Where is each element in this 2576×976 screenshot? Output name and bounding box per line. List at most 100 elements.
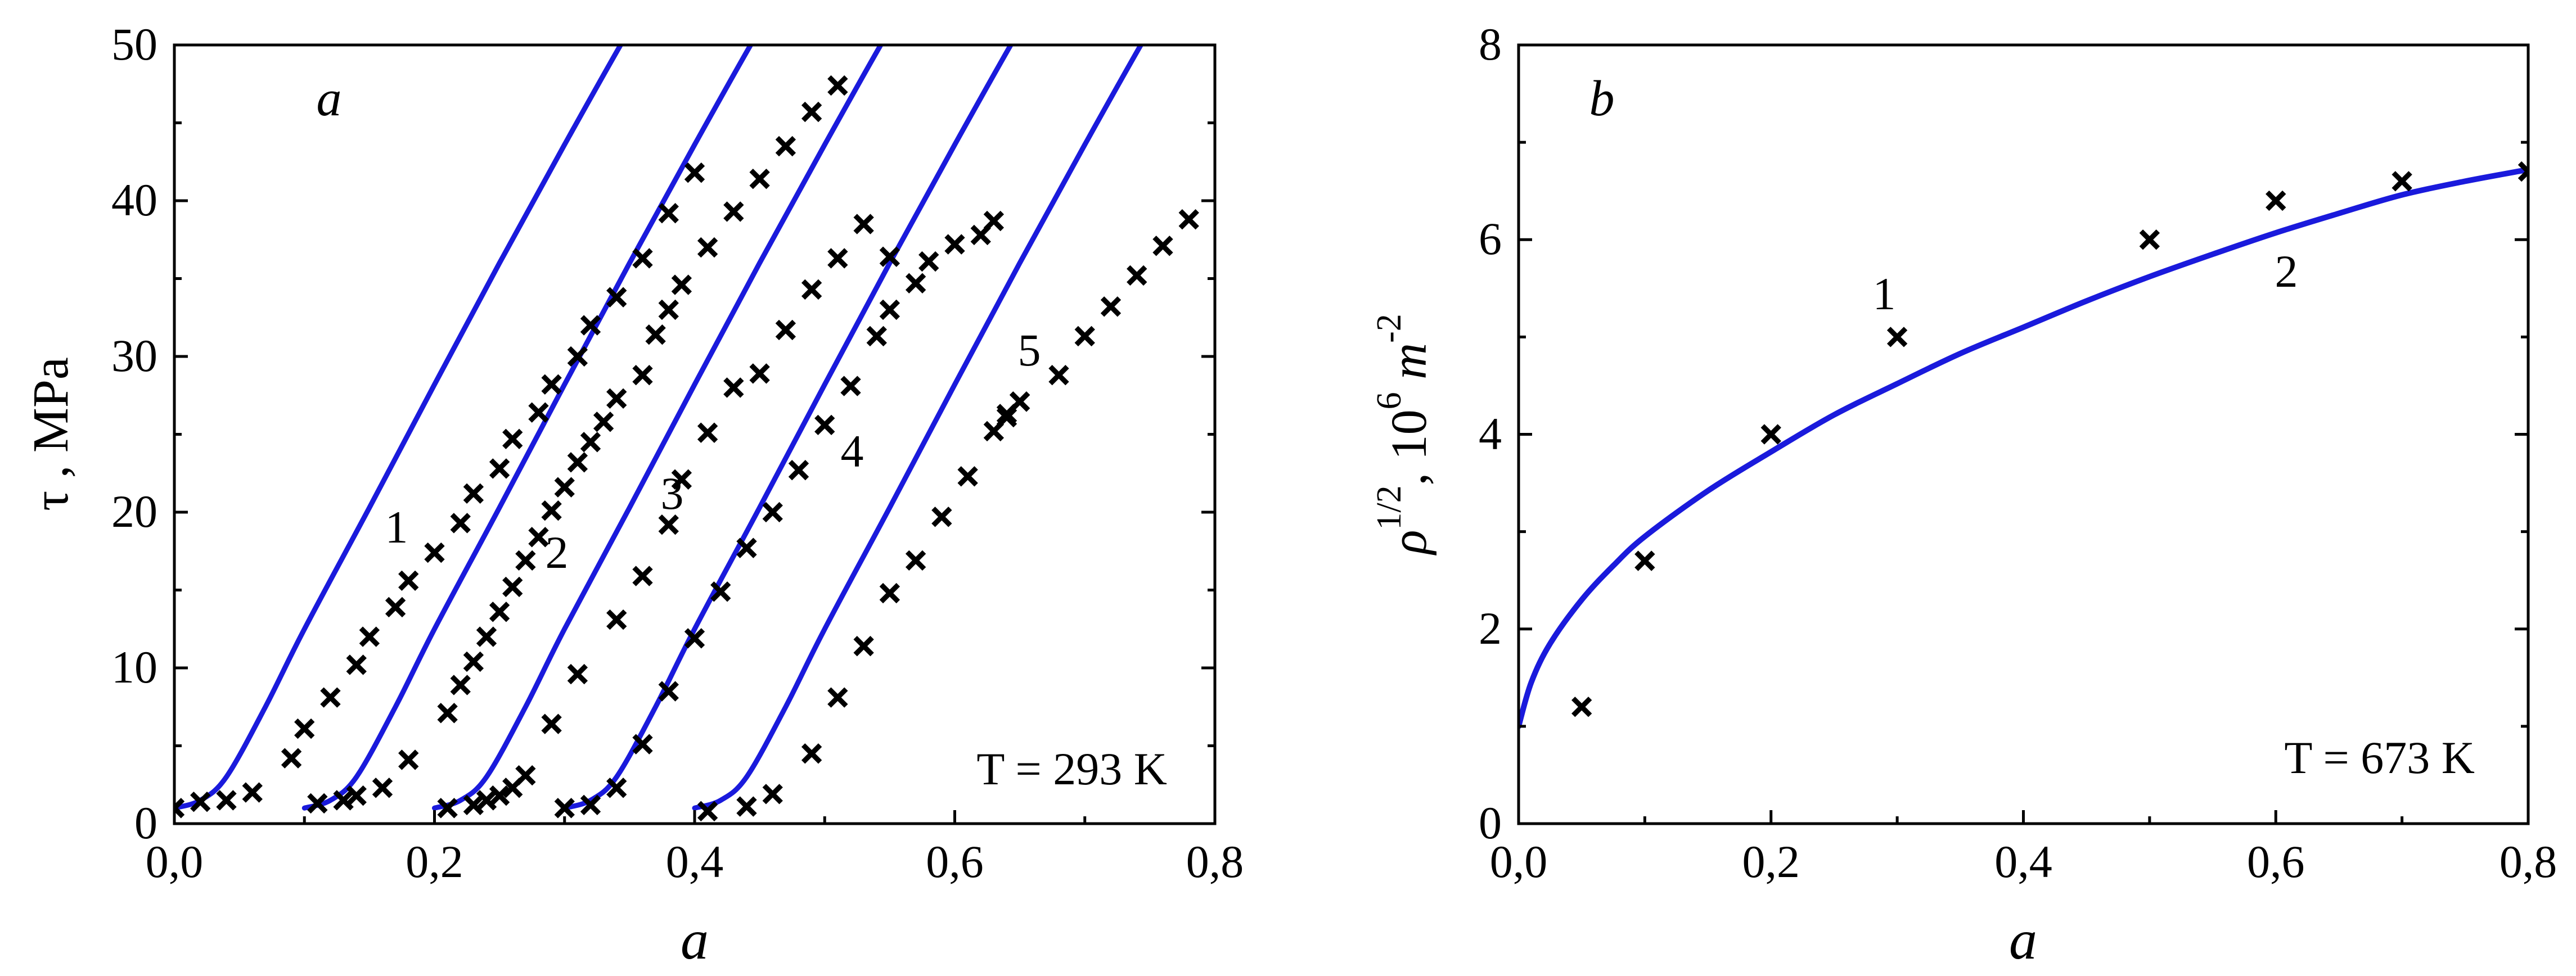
panel-a-point-s5-4 [827, 687, 848, 708]
panel-a-point-s2-1-glyph [333, 790, 354, 811]
panel-a-point-s1-7 [346, 654, 367, 675]
panel-b-point-s2-3 [2518, 161, 2528, 182]
panel-b-point-s2-0 [2139, 229, 2160, 250]
panel-a-point-s4-2 [606, 778, 627, 798]
panel-a-point-s2-1 [333, 790, 354, 811]
panel-a-point-s1-0 [174, 798, 185, 819]
panel-a-point-s3-0 [437, 798, 458, 819]
panel-b-y-label-sup-minus-two: -2 [1370, 314, 1408, 343]
panel-a-point-s5-1-glyph [736, 796, 757, 817]
panel-a-point-s3-7-glyph [567, 663, 588, 685]
panel-a-point-s3-15 [775, 319, 796, 341]
panel-a-point-s5-13 [1048, 365, 1069, 386]
panel-a-point-s1-9-glyph [385, 597, 406, 618]
panel-b-point-s1-0 [1571, 697, 1592, 717]
panel-b-x-tick-0: 0,0 [1490, 836, 1548, 887]
panel-a-point-s5-12 [1009, 391, 1030, 412]
panel-a-point-s4-15-glyph [918, 251, 939, 272]
panel-a-y-tick-3: 30 [111, 330, 157, 381]
panel-a-point-s1-19 [580, 315, 601, 336]
panel-a-point-s2-3-glyph [372, 778, 393, 798]
panel-a-point-s1-5 [294, 718, 315, 739]
panel-a-point-s1-17 [541, 374, 562, 395]
panel-a-point-s2-19-glyph [632, 365, 653, 386]
panel-a-point-s2-13-glyph [541, 500, 562, 521]
panel-a-point-s2-5-glyph [437, 703, 458, 724]
panel-a-point-s5-17-glyph [1152, 236, 1173, 256]
panel-a-point-s4-11 [840, 376, 861, 396]
panel-a-point-s2-4-glyph [398, 749, 419, 770]
panel-a-point-s1-17-glyph [541, 374, 562, 395]
panel-a-ticks [173, 43, 1217, 825]
panel-b-point-s1-2-glyph [1760, 424, 1781, 445]
panel-a-point-s1-2 [216, 790, 237, 811]
panel-b-point-s1-1-glyph [1634, 550, 1655, 571]
panel-a-point-s2-4 [398, 749, 419, 770]
panel-a-curve-label-4: 4 [841, 426, 864, 477]
panel-a-point-s5-0 [697, 801, 718, 822]
panel-a-point-s3-14-glyph [749, 363, 770, 384]
panel-a-point-s1-18-glyph [567, 346, 588, 367]
panel-a-point-s3-6-glyph [541, 713, 562, 734]
panel-a-point-s3-2 [476, 790, 497, 811]
panel-a-point-s3-1-glyph [463, 794, 484, 815]
panel-a-point-s2-22-glyph [671, 274, 692, 295]
panel-a-point-s1-25 [723, 201, 744, 222]
panel-a-point-s1-2-glyph [216, 790, 237, 811]
panel-a-point-s4-12-glyph [866, 326, 887, 347]
panel-a-point-s5-4-glyph [827, 687, 848, 708]
panel-a-curve-4 [562, 45, 1014, 811]
panel-b-x-tick-2: 0,4 [1994, 836, 2052, 887]
panel-a-point-s3-19-glyph [879, 246, 900, 267]
panel-a-point-s3-8 [606, 609, 627, 630]
panel-a-point-s4-18-glyph [983, 210, 1005, 232]
panel-b-clip-group [1519, 161, 2528, 729]
panel-a-point-s4-3 [632, 734, 653, 754]
panel-a-point-s4-8-glyph [762, 501, 783, 523]
panel-a-point-s5-18 [1178, 209, 1199, 230]
panel-a-point-s2-7 [463, 651, 484, 672]
panel-a-point-s1-1-glyph [190, 792, 211, 812]
panel-a-point-s5-7-glyph [905, 550, 926, 571]
panel-b-curves [1519, 166, 2528, 729]
panel-a-point-s4-16-glyph [944, 234, 965, 255]
panel-a-point-s1-22-glyph [658, 202, 679, 224]
panel-a-point-s1-11 [424, 542, 445, 563]
panel-a-point-s1-7-glyph [346, 654, 367, 675]
panel-a-point-s4-14 [905, 273, 926, 293]
panel-a-point-s1-25-glyph [723, 201, 744, 222]
panel-a-point-s3-5 [515, 765, 536, 786]
panel-a-point-s5-3 [801, 743, 822, 764]
panel-a-point-s2-9-glyph [489, 602, 510, 622]
panel-a-point-s3-17 [827, 248, 848, 269]
panel-b-point-s1-3-glyph [1886, 327, 1908, 347]
panel-a-point-s5-15-glyph [1100, 296, 1122, 317]
panel-b-point-s1-3 [1886, 327, 1908, 347]
panel-a-point-s3-5-glyph [515, 765, 536, 786]
panel-a-point-s4-13-glyph [879, 299, 900, 320]
panel-a-point-s2-22 [671, 274, 692, 295]
panel-a-point-s3-10-glyph [658, 514, 679, 535]
panel-a-point-s2-17-glyph [593, 412, 614, 432]
panel-a-x-tick-0: 0,0 [146, 836, 204, 887]
panel-a-point-s2-7-glyph [463, 651, 484, 672]
panel-a-point-s2-14 [554, 477, 575, 498]
panel-a-point-s2-10 [502, 576, 523, 598]
panel-b-point-s2-3-glyph [2518, 161, 2528, 182]
panel-a-point-s1-6-glyph [320, 687, 341, 708]
panel-a-y-tick-0: 0 [134, 797, 157, 848]
panel-a-point-s5-9 [957, 466, 978, 487]
panel-a-point-s3-2-glyph [476, 790, 497, 811]
panel-a-point-s2-15 [567, 452, 588, 473]
panel-a-point-s4-12 [866, 326, 887, 347]
panel-a-point-s2-6 [450, 675, 471, 695]
panel-a-point-s5-12-glyph [1009, 391, 1030, 412]
panel-b-point-s2-2-glyph [2392, 171, 2412, 192]
panel-a-point-s1-26-glyph [749, 169, 770, 189]
panel-a-point-s1-12 [450, 513, 471, 534]
panel-a-point-s4-0-glyph [554, 798, 575, 819]
panel-a-point-s1-27 [775, 135, 796, 157]
panel-a-y-axis-label: τ , MPa [23, 357, 79, 511]
panel-a-point-s5-18-glyph [1178, 209, 1199, 230]
